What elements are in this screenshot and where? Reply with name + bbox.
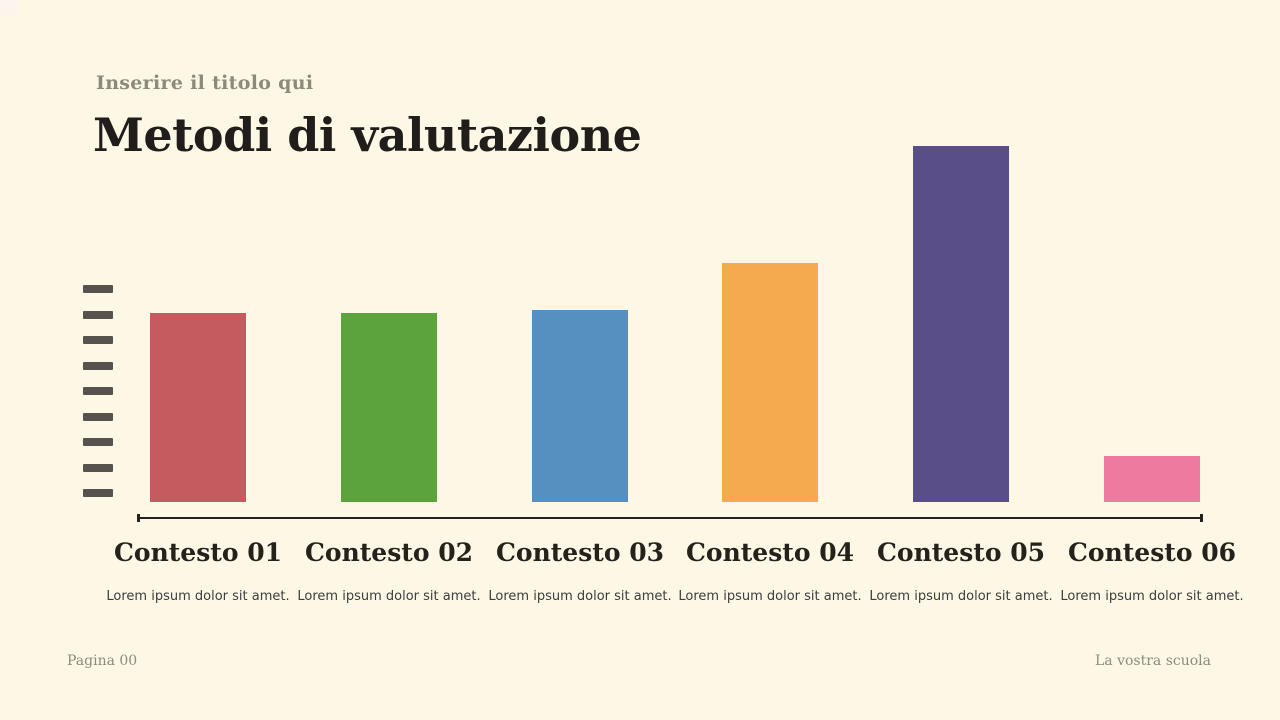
axis-dash <box>83 412 113 421</box>
axis-end-tick-right <box>1200 514 1203 522</box>
axis-dash <box>83 438 113 446</box>
category-label: Contesto 05 <box>877 538 1045 567</box>
axis-dash <box>83 387 113 395</box>
bar-contesto-01 <box>150 313 246 502</box>
school-name: La vostra scuola <box>1094 653 1211 669</box>
category-caption: Lorem ipsum dolor sit amet. <box>297 589 481 604</box>
category-caption: Lorem ipsum dolor sit amet. <box>488 589 672 604</box>
category-column: Contesto 06 Lorem ipsum dolor sit amet. <box>1056 538 1248 604</box>
category-caption: Lorem ipsum dolor sit amet. <box>869 589 1053 604</box>
bar-contesto-05 <box>913 146 1009 502</box>
category-label: Contesto 04 <box>686 538 854 567</box>
category-column: Contesto 01 Lorem ipsum dolor sit amet. <box>102 538 294 604</box>
page-number: Pagina 00 <box>67 653 138 669</box>
category-caption: Lorem ipsum dolor sit amet. <box>678 589 862 604</box>
category-column: Contesto 02 Lorem ipsum dolor sit amet. <box>293 538 485 604</box>
bar-contesto-04 <box>722 263 818 502</box>
bar-contesto-02 <box>341 313 437 502</box>
category-column: Contesto 04 Lorem ipsum dolor sit amet. <box>674 538 866 604</box>
category-label: Contesto 03 <box>496 538 664 567</box>
category-column: Contesto 05 Lorem ipsum dolor sit amet. <box>865 538 1057 604</box>
slide-eyebrow: Inserire il titolo qui <box>96 72 314 94</box>
category-label: Contesto 06 <box>1068 538 1236 567</box>
x-axis-line <box>137 514 1203 522</box>
axis-dash <box>83 463 113 472</box>
axis-end-tick-left <box>137 514 140 522</box>
category-column: Contesto 03 Lorem ipsum dolor sit amet. <box>484 538 676 604</box>
category-caption: Lorem ipsum dolor sit amet. <box>1060 589 1244 604</box>
page-title: Metodi di valutazione <box>93 108 642 162</box>
bar-contesto-03 <box>532 310 628 502</box>
axis-dash <box>83 336 113 344</box>
category-label: Contesto 02 <box>305 538 473 567</box>
axis-dash <box>83 489 113 497</box>
bar-contesto-06 <box>1104 456 1200 502</box>
category-label: Contesto 01 <box>114 538 282 567</box>
axis-dash <box>83 310 113 319</box>
corner-highlight <box>0 0 18 15</box>
axis-dash <box>83 361 113 370</box>
category-caption: Lorem ipsum dolor sit amet. <box>106 589 290 604</box>
axis-dash <box>83 285 113 293</box>
y-axis-dashes <box>83 285 113 497</box>
